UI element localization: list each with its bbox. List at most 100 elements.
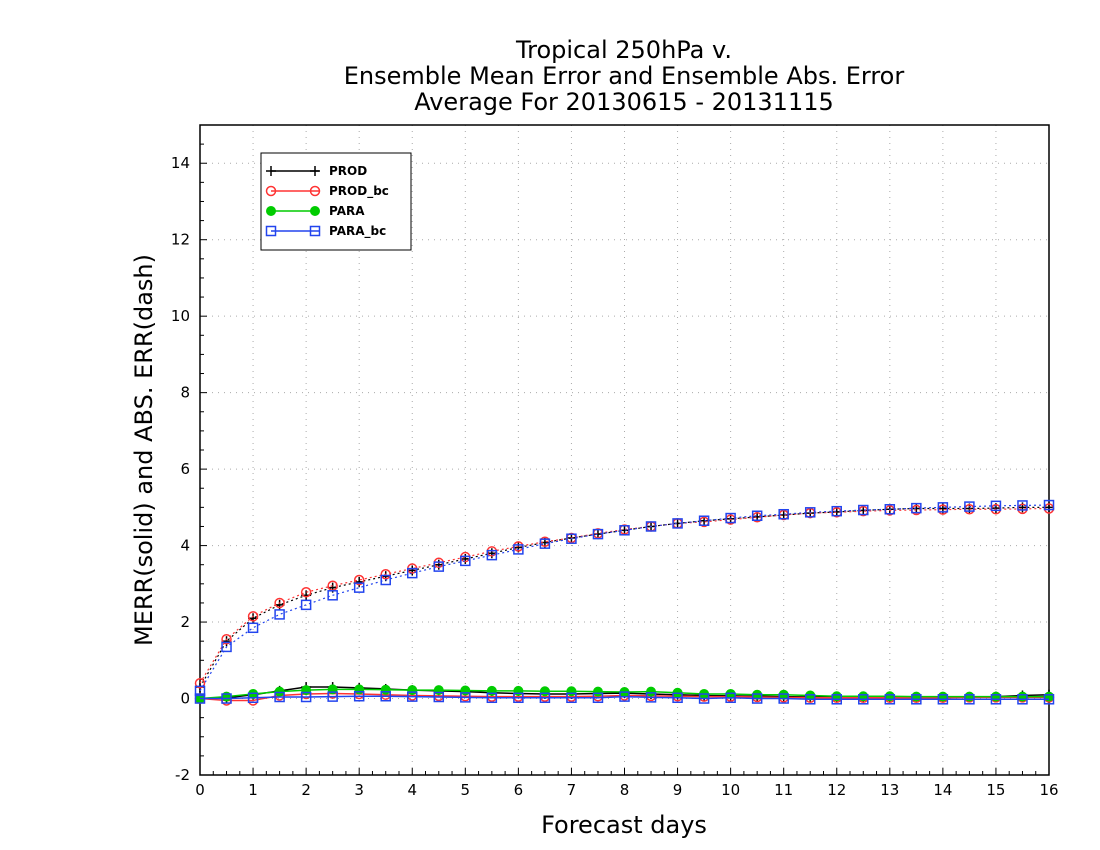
x-tick-label: 3 [354,781,364,799]
legend-item-prod: PROD [266,164,367,178]
abserr-point [725,512,736,524]
merr-point [539,686,550,697]
merr-point [778,693,789,704]
legend-marker [310,206,320,216]
merr-point [380,690,391,702]
legend-label: PARA_bc [329,224,386,239]
legend-marker [266,206,276,216]
y-tick-label: 4 [180,537,190,555]
series-para-bc [194,499,1055,705]
merr-point [433,685,444,696]
abserr-point [1043,499,1055,511]
merr-point [407,685,418,696]
merr-point [194,693,206,704]
legend-label: PROD_bc [329,184,389,199]
merr-point [513,685,524,696]
abserr-point [619,525,630,536]
abserr-point [274,597,285,609]
x-tick-label: 11 [774,781,793,799]
x-tick-label: 9 [673,781,683,799]
legend-label: PROD [329,164,367,178]
x-tick-label: 2 [301,781,311,799]
abserr-point [221,641,232,653]
merr-point [619,691,630,702]
abserr-point [778,508,789,520]
merr-point [221,693,232,704]
merr-point [327,691,338,702]
x-axis: 0 1 2 3 4 5 6 7 8 9 10 11 12 13 14 15 16 [195,768,1059,799]
abserr-point [937,502,949,513]
merr-point [380,684,391,695]
abserr-point [831,505,842,517]
y-axis-label: MERR(solid) and ABS. ERR(dash) [130,254,158,646]
abserr-line-prod-bc [199,507,1050,684]
legend-marker [265,225,277,237]
y-tick-label: 12 [171,231,190,249]
abserr-point [300,599,312,611]
merr-point [751,693,763,704]
merr-point [566,686,577,697]
merr-point [1043,694,1055,705]
legend-marker [266,166,276,176]
abserr-point [274,609,285,620]
abserr-point [911,502,922,514]
x-tick-label: 4 [407,781,417,799]
x-tick-label: 15 [986,781,1005,799]
title-line-2: Ensemble Mean Error and Ensemble Abs. Er… [344,62,905,90]
abserr-point [990,500,1002,512]
merr-point [486,685,497,696]
x-tick-label: 1 [248,781,258,799]
merr-point [725,692,736,704]
abserr-point [751,510,763,522]
y-axis: -2 0 2 4 6 8 10 12 14 [171,124,207,784]
series-prod [195,502,1054,704]
abserr-point [221,634,232,645]
abserr-point [964,501,975,512]
abserr-point [884,504,896,515]
x-axis-label: Forecast days [541,811,707,839]
legend-marker [265,185,277,197]
y-tick-label: 2 [180,613,190,631]
merr-point [274,691,285,703]
abserr-point [1017,500,1028,511]
x-tick-label: 12 [827,781,846,799]
merr-point [247,692,259,704]
abserr-point [380,574,391,586]
abserr-point [486,549,498,561]
merr-point [990,694,1002,705]
x-tick-label: 7 [567,781,577,799]
merr-point [672,692,683,704]
merr-point [831,694,842,705]
merr-point [646,686,657,697]
merr-point [407,691,418,702]
legend-marker [309,225,321,237]
merr-point [513,692,524,704]
title-line-3: Average For 20130615 - 20131115 [414,88,834,116]
abserr-point [858,504,869,516]
merr-point [804,694,816,705]
y-tick-label: 0 [180,690,190,708]
x-tick-label: 5 [461,781,471,799]
y-tick-label: 14 [171,154,190,172]
merr-point [645,692,657,703]
merr-point [858,694,869,705]
merr-point [460,692,471,703]
abserr-point [433,561,445,572]
legend: PROD PROD_bc PARA PARA_bc [260,152,412,251]
merr-point [300,691,312,703]
y-tick-label: 6 [180,460,190,478]
abserr-point [672,518,683,529]
abserr-point [592,528,604,540]
merr-point [566,692,577,704]
merr-point [592,692,604,704]
abserr-point [194,677,206,689]
abserr-point [407,567,418,579]
y-tick-label: 10 [171,307,190,325]
abserr-point [460,555,471,567]
y-tick-label: 8 [180,384,190,402]
legend-item-para: PARA [266,204,365,218]
merr-point [698,693,710,704]
grid [200,125,1049,775]
abserr-point [566,533,577,544]
chart-title: Tropical 250hPa v. Ensemble Mean Error a… [344,36,905,116]
